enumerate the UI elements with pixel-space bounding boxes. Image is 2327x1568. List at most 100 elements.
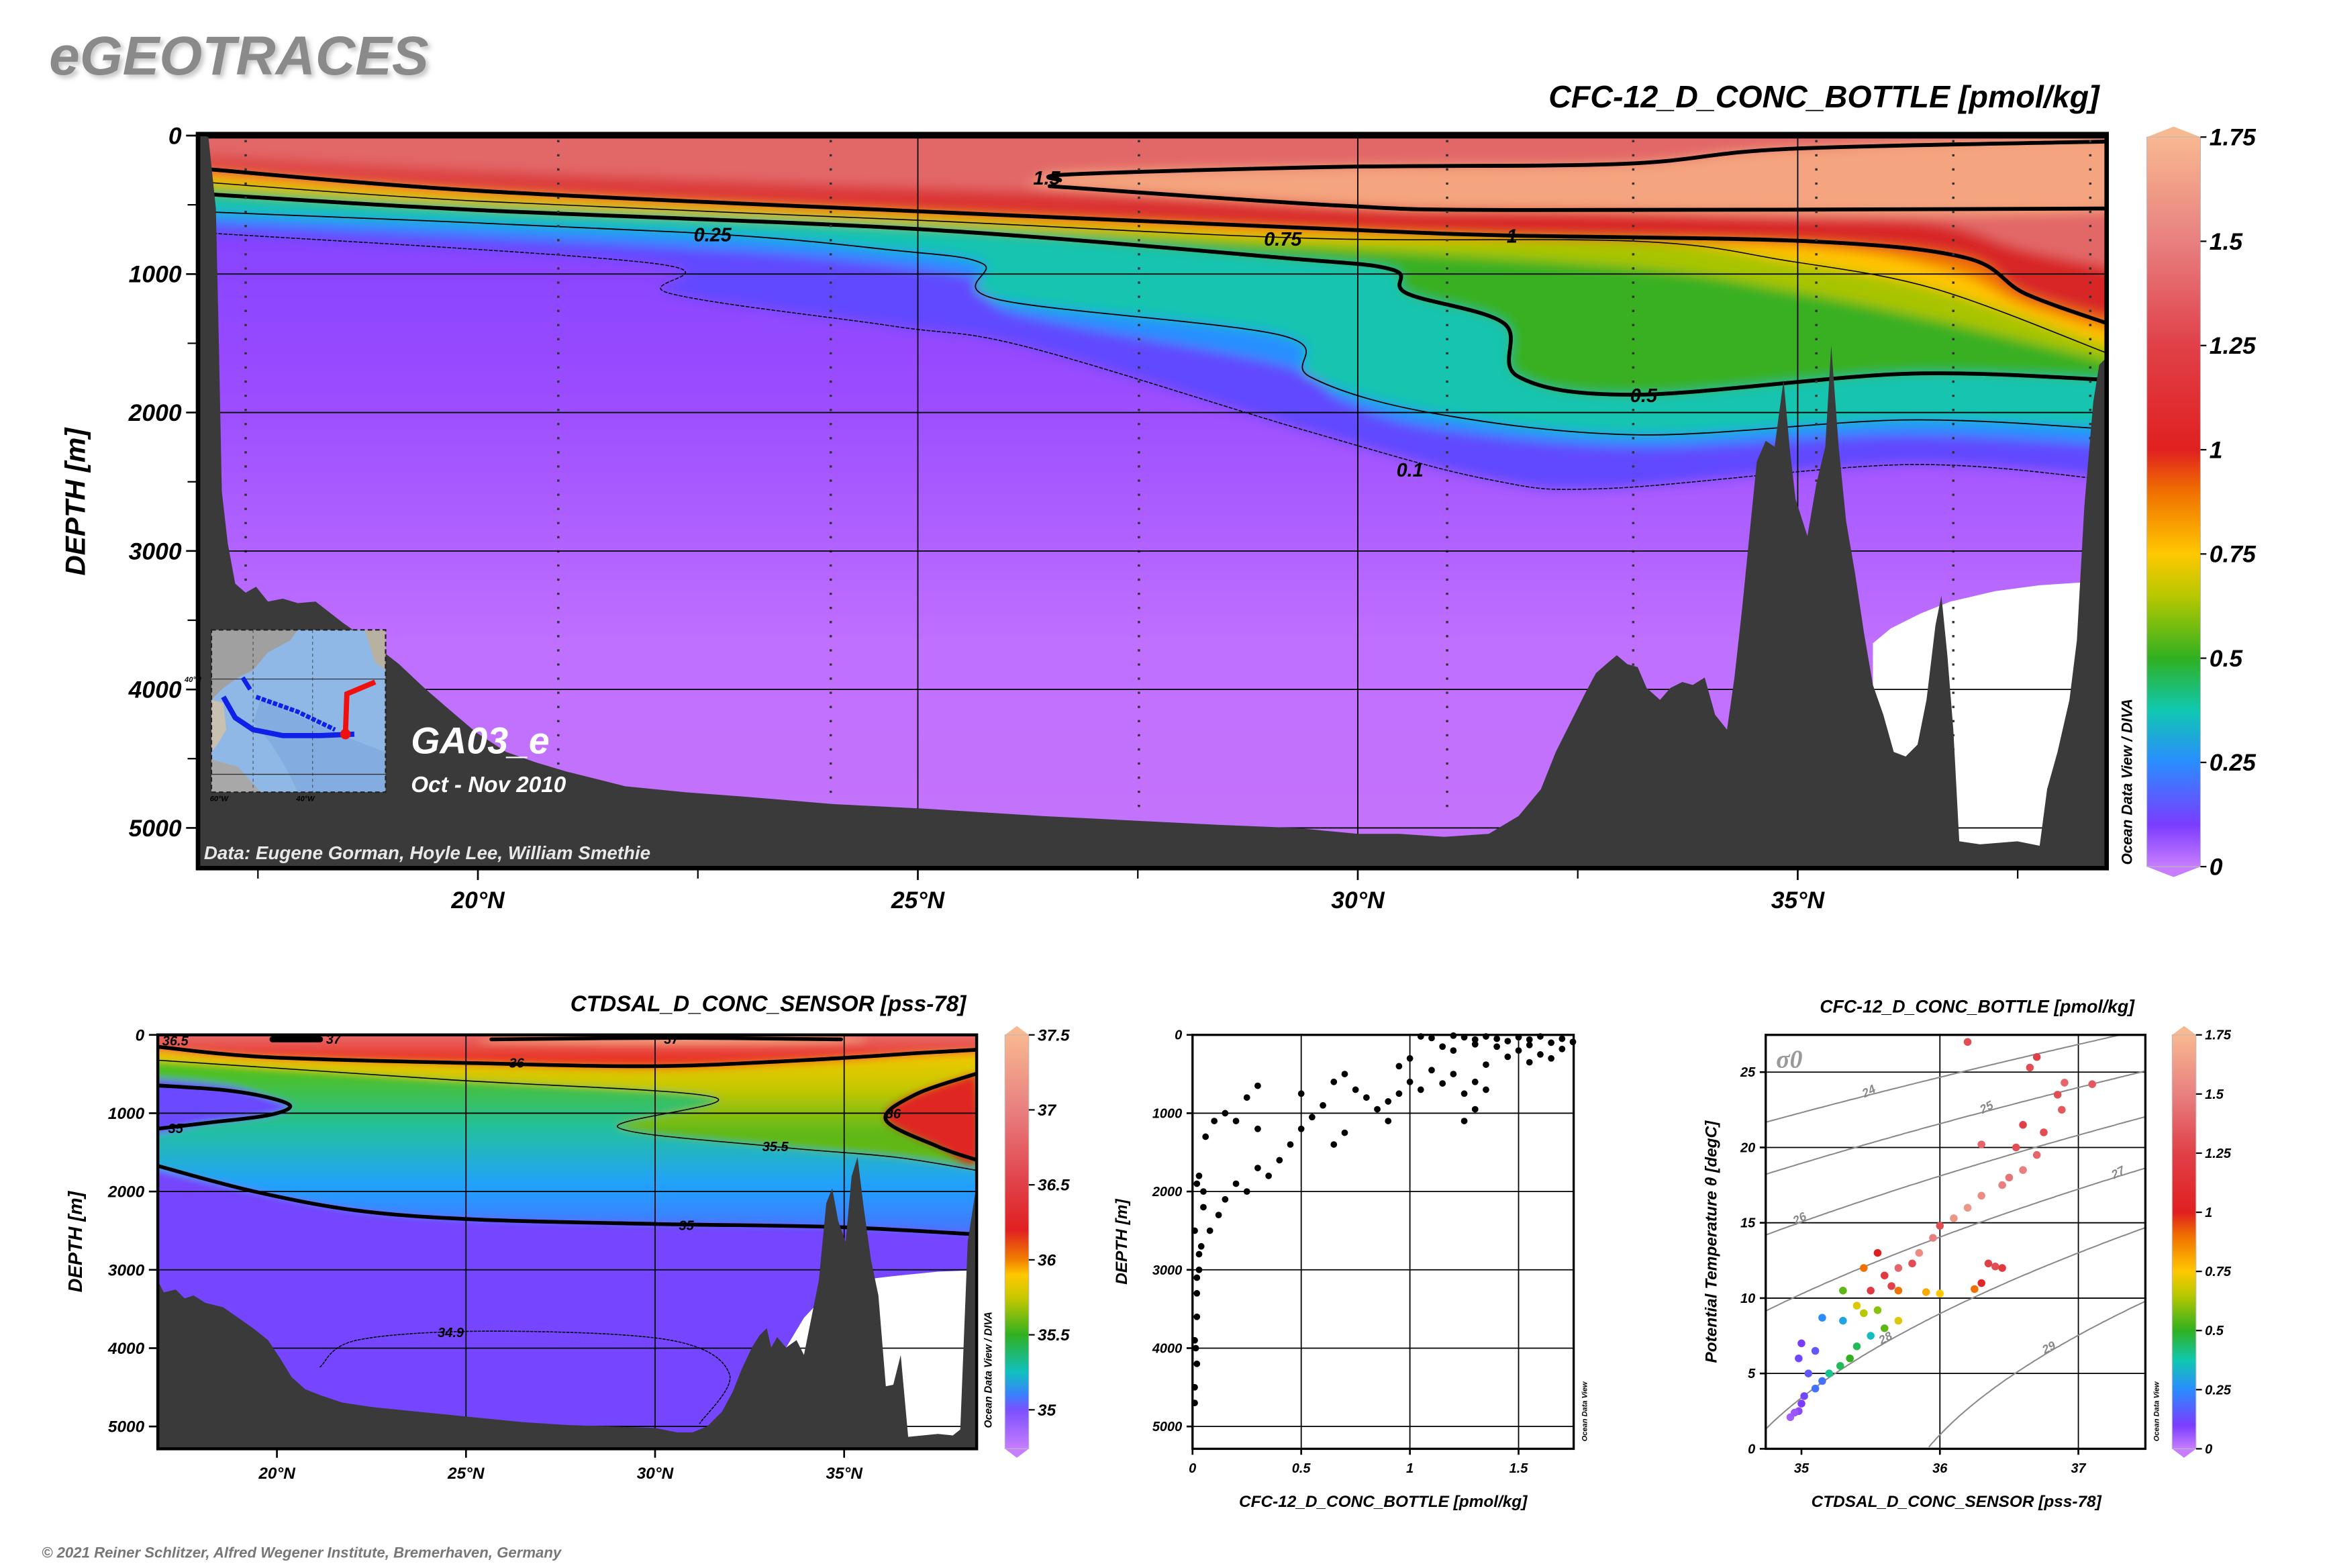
- cfc-section-plot: CFC-12_D_CONC_BOTTLE [pmol/kg]: [59, 79, 2257, 914]
- egeotraces-logo[interactable]: eGEOTRACES: [49, 26, 428, 87]
- ts-point: [1873, 1248, 1882, 1257]
- colorbar-tick-label: 35.5: [1038, 1326, 1070, 1344]
- colorbar-tick-label: 0: [2210, 854, 2223, 881]
- profile-point: [1197, 1242, 1205, 1250]
- profile-x-axis-label: CFC-12_D_CONC_BOTTLE [pmol/kg]: [1239, 1493, 1528, 1511]
- profile-point: [1450, 1032, 1457, 1039]
- colorbar-tick-label: 1.5: [2205, 1087, 2224, 1102]
- salinity-field: [158, 1034, 977, 1449]
- colorbar-min-arrow: [1005, 1449, 1029, 1458]
- bathymetry: [158, 1157, 977, 1449]
- colorbar-tick-label: 1.25: [2205, 1146, 2232, 1161]
- inset-lat-label: 40°N: [184, 676, 202, 684]
- colorbar-tick-label: 1: [2210, 436, 2223, 463]
- ts-point: [1984, 1259, 1993, 1268]
- ts-point: [1860, 1309, 1868, 1318]
- profile-point: [1406, 1078, 1414, 1085]
- profile-point: [1526, 1059, 1533, 1066]
- cfc-colorbar: 0 0.25 0.5 0.75 1 1.25 1.5 1.75: [2146, 124, 2257, 881]
- ts-point: [1971, 1285, 1979, 1293]
- ts-point: [1825, 1369, 1834, 1377]
- profile-point: [1569, 1038, 1577, 1046]
- odv-label: Ocean Data View: [2152, 1381, 2161, 1441]
- profile-point: [1193, 1360, 1201, 1367]
- profile-point: [1471, 1106, 1479, 1113]
- profile-point: [1297, 1125, 1305, 1132]
- ts-plot-frame: [1765, 1034, 2147, 1451]
- y-tick-label: 5000: [108, 1418, 145, 1436]
- profile-point: [1471, 1078, 1479, 1085]
- contour-label: 35: [168, 1122, 184, 1136]
- profile-point: [1493, 1043, 1501, 1050]
- ts-point: [2019, 1121, 2027, 1129]
- profile-point: [1352, 1086, 1359, 1093]
- ts-point: [2061, 1079, 2069, 1087]
- ts-point: [1977, 1191, 1985, 1200]
- profile-point: [1439, 1080, 1446, 1087]
- profile-point: [1243, 1094, 1250, 1101]
- colorbar-tick-label: 1.5: [2210, 228, 2244, 255]
- profile-point: [1341, 1071, 1348, 1077]
- main-title: CFC-12_D_CONC_BOTTLE [pmol/kg]: [1548, 79, 2100, 114]
- profile-point: [1504, 1038, 1512, 1044]
- x-tick-label: 1.5: [1509, 1461, 1529, 1476]
- x-tick-label: 25°N: [447, 1465, 485, 1483]
- profile-point: [1232, 1118, 1240, 1124]
- profile-point: [1195, 1266, 1203, 1273]
- ts-point: [1839, 1316, 1847, 1325]
- ts-point: [1800, 1392, 1808, 1400]
- colorbar-tick-label: 36: [1038, 1251, 1056, 1269]
- ts-point: [1991, 1263, 1999, 1271]
- colorbar-max-arrow: [2146, 126, 2201, 138]
- contour-line: [198, 181, 2107, 354]
- colorbar-tick-label: 1: [2205, 1206, 2212, 1220]
- inset-map[interactable]: 40°N 60°W 40°W: [184, 629, 387, 803]
- ts-x-axis-label: CTDSAL_D_CONC_SENSOR [pss-78]: [1812, 1493, 2102, 1511]
- contour-line: [158, 1044, 977, 1069]
- ts-point: [2026, 1063, 2034, 1072]
- contour-line: [198, 211, 2107, 436]
- ts-title: CFC-12_D_CONC_BOTTLE [pmol/kg]: [1820, 996, 2135, 1016]
- profile-point: [1363, 1094, 1370, 1101]
- ts-y-axis-label: Potential Temperature θ [degC]: [1703, 1120, 1721, 1363]
- y-tick-label: 3000: [108, 1261, 145, 1279]
- ts-point: [1795, 1354, 1803, 1363]
- odv-label: Ocean Data View / DIVA: [2118, 699, 2135, 865]
- ts-point: [1797, 1339, 1805, 1348]
- profile-point: [1526, 1036, 1533, 1043]
- profile-point: [1191, 1336, 1198, 1344]
- cruise-track-blue: [240, 676, 252, 691]
- colorbar-tick-label: 37: [1038, 1101, 1057, 1120]
- section-start-marker: [340, 728, 351, 740]
- profile-point: [1254, 1082, 1261, 1089]
- x-tick-label: 20°N: [450, 887, 505, 914]
- bathymetry: [198, 134, 2107, 869]
- profile-point: [1330, 1141, 1338, 1148]
- y-tick-label: 1000: [108, 1105, 145, 1123]
- ts-point: [2019, 1166, 2027, 1174]
- profile-point: [1558, 1035, 1566, 1042]
- profile-point: [1460, 1034, 1468, 1041]
- profile-point: [1191, 1383, 1198, 1391]
- ts-grid: [1765, 1034, 2146, 1449]
- profile-point: [1406, 1055, 1414, 1062]
- isopycnal-line: [1765, 1116, 2145, 1236]
- ts-point: [1915, 1248, 1924, 1257]
- profile-point: [1374, 1106, 1381, 1113]
- field-region: [158, 1034, 977, 1169]
- contour-line: [158, 1083, 293, 1131]
- isopycnal-line: [1765, 1227, 2145, 1430]
- y-tick-label: 0: [136, 1026, 145, 1044]
- contour-label: 34.9: [438, 1326, 464, 1340]
- contour-line: [489, 1036, 844, 1042]
- profile-point: [1537, 1033, 1544, 1040]
- y-tick-label: 4000: [128, 677, 182, 703]
- y-tick-label: 5000: [129, 815, 182, 842]
- profile-point: [1276, 1157, 1283, 1164]
- cfc-field: [198, 134, 2107, 869]
- contour-label: 0.5: [1630, 385, 1658, 407]
- colorbar-tick-label: 1.25: [2210, 332, 2257, 359]
- y-tick-label: 0: [168, 122, 182, 149]
- ts-point: [1860, 1264, 1868, 1272]
